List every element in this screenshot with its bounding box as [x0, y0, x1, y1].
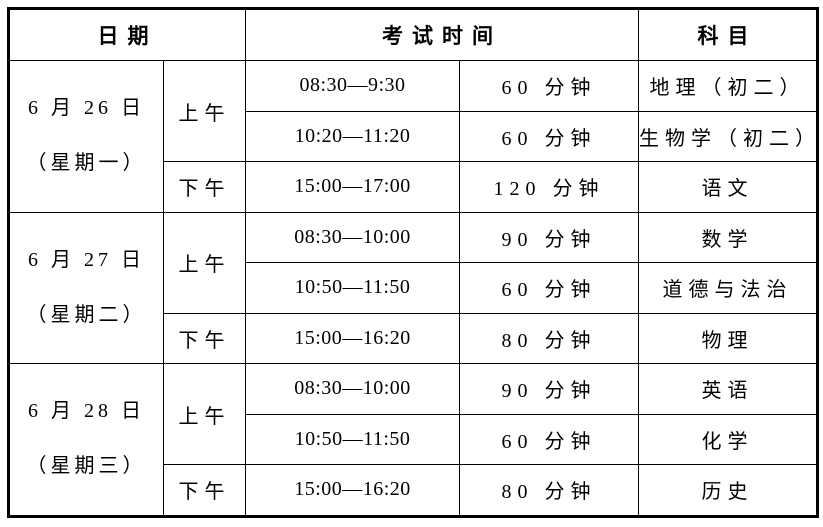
subject-cell: 数学 — [638, 211, 818, 263]
period-cell: 上午 — [163, 211, 246, 314]
table-row: 10:50—11:50 60 分钟 化学 — [9, 413, 818, 465]
table-row: 10:20—11:20 60 分钟 生物学（初二） — [9, 110, 818, 162]
duration-cell: 120 分钟 — [459, 161, 639, 213]
period-cell: 上午 — [163, 60, 246, 162]
subject-cell: 地理（初二） — [638, 60, 818, 112]
time-cell: 08:30—9:30 — [245, 60, 460, 112]
table-row: 10:50—11:50 60 分钟 道德与法治 — [9, 262, 818, 314]
duration-cell: 80 分钟 — [459, 312, 639, 364]
duration-cell: 90 分钟 — [459, 363, 639, 415]
date-line2: （星期二） — [26, 303, 147, 326]
table-row: 6 月 27 日 （星期二） 上午 08:30—10:00 90 分钟 数学 — [8, 211, 818, 364]
period-cell: 上午 — [163, 363, 246, 465]
table-row: 下午 15:00—17:00 120 分钟 语文 — [9, 161, 818, 213]
date-line1: 6 月 26 日 — [28, 97, 145, 120]
period-cell: 下午 — [163, 161, 246, 213]
table-row: 6 月 26 日 （星期一） 上午 08:30—9:30 60 分钟 地理（初二… — [8, 60, 818, 213]
period-cell: 下午 — [163, 312, 246, 364]
time-cell: 08:30—10:00 — [245, 211, 460, 263]
header-exam-time: 考试时间 — [245, 8, 639, 61]
time-cell: 15:00—16:20 — [245, 312, 460, 364]
table-row: 下午 15:00—16:20 80 分钟 历史 — [9, 464, 818, 517]
date-cell: 6 月 26 日 （星期一） — [8, 60, 164, 213]
subject-cell: 语文 — [638, 161, 818, 213]
subject-cell: 英语 — [638, 363, 818, 415]
header-subject: 科目 — [638, 8, 818, 61]
time-cell: 08:30—10:00 — [245, 363, 460, 415]
time-cell: 10:50—11:50 — [245, 413, 460, 465]
header-row: 日期 考试时间 科目 — [8, 8, 818, 61]
time-cell: 15:00—16:20 — [245, 464, 460, 517]
duration-cell: 60 分钟 — [459, 110, 639, 162]
exam-schedule-table: 日期 考试时间 科目 6 月 26 日 （星期一） 上午 08:30—9:30 … — [7, 7, 819, 518]
subject-cell: 道德与法治 — [638, 262, 818, 314]
date-line2: （星期三） — [26, 455, 147, 478]
date-line2: （星期一） — [26, 152, 147, 175]
date-cell: 6 月 28 日 （星期三） — [8, 363, 164, 517]
period-cell: 下午 — [163, 464, 246, 517]
date-line1: 6 月 28 日 — [28, 400, 145, 423]
table-row: 6 月 28 日 （星期三） 上午 08:30—10:00 90 分钟 英语 — [8, 363, 818, 517]
duration-cell: 60 分钟 — [459, 413, 639, 465]
time-cell: 10:50—11:50 — [245, 262, 460, 314]
subject-cell: 物理 — [638, 312, 818, 364]
duration-cell: 80 分钟 — [459, 464, 639, 517]
table-row: 下午 15:00—16:20 80 分钟 物理 — [9, 312, 818, 364]
subject-cell: 历史 — [638, 464, 818, 517]
duration-cell: 90 分钟 — [459, 211, 639, 263]
subject-cell: 生物学（初二） — [638, 110, 818, 162]
time-cell: 15:00—17:00 — [245, 161, 460, 213]
duration-cell: 60 分钟 — [459, 60, 639, 112]
duration-cell: 60 分钟 — [459, 262, 639, 314]
time-cell: 10:20—11:20 — [245, 110, 460, 162]
date-cell: 6 月 27 日 （星期二） — [8, 211, 164, 364]
subject-cell: 化学 — [638, 413, 818, 465]
date-line1: 6 月 27 日 — [28, 248, 145, 271]
header-date: 日期 — [8, 8, 246, 61]
